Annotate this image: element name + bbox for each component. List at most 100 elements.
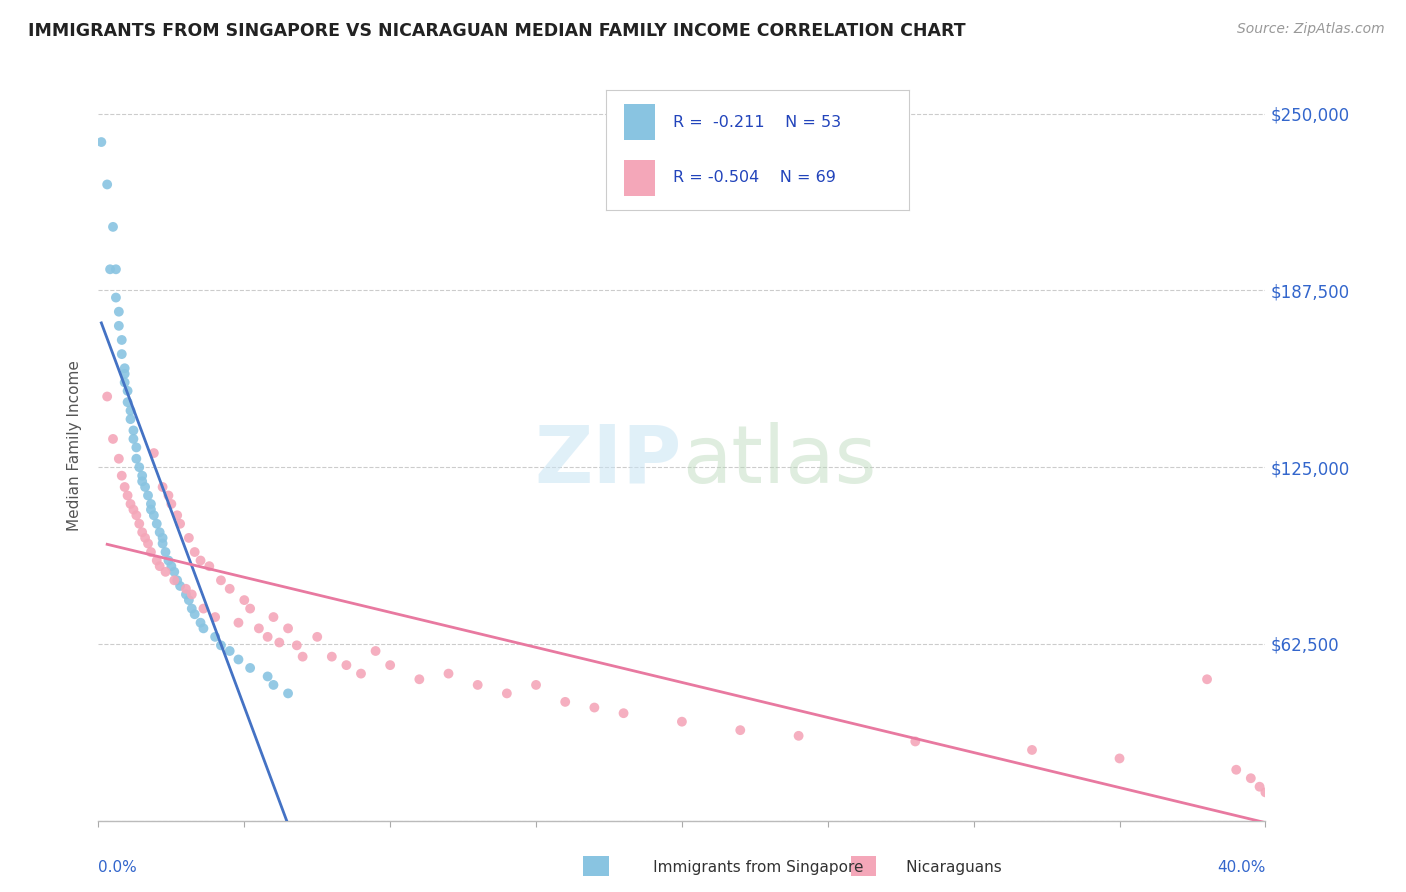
Point xyxy=(125,441,148,455)
Point xyxy=(256,630,278,644)
Point xyxy=(904,734,927,748)
Text: Source: ZipAtlas.com: Source: ZipAtlas.com xyxy=(1237,22,1385,37)
Point xyxy=(291,649,314,664)
Point xyxy=(787,729,810,743)
Point xyxy=(157,488,180,502)
Point xyxy=(285,638,308,652)
Text: 0.0%: 0.0% xyxy=(98,860,138,874)
Point xyxy=(177,531,200,545)
Point xyxy=(321,649,343,664)
Point xyxy=(262,678,284,692)
Point xyxy=(152,536,174,550)
Point xyxy=(1240,771,1263,785)
Point xyxy=(120,497,142,511)
Point xyxy=(134,531,156,545)
Point xyxy=(174,582,197,596)
Point xyxy=(117,384,139,398)
Point xyxy=(155,565,177,579)
Point xyxy=(204,630,226,644)
Point xyxy=(108,318,131,333)
Point xyxy=(134,480,156,494)
Point xyxy=(114,376,136,390)
Point xyxy=(146,553,169,567)
Text: atlas: atlas xyxy=(682,422,876,500)
Text: Immigrants from Singapore: Immigrants from Singapore xyxy=(619,860,863,874)
Point xyxy=(136,536,159,550)
Point xyxy=(131,475,153,489)
Point xyxy=(262,610,284,624)
Point xyxy=(149,559,172,574)
Point xyxy=(152,531,174,545)
Text: 40.0%: 40.0% xyxy=(1218,860,1265,874)
Point xyxy=(218,644,240,658)
Point xyxy=(136,488,159,502)
Point xyxy=(114,480,136,494)
Point xyxy=(1225,763,1247,777)
Point xyxy=(218,582,240,596)
Point xyxy=(228,615,250,630)
Point xyxy=(1021,743,1043,757)
Point xyxy=(256,669,278,683)
Point xyxy=(583,700,606,714)
Point xyxy=(239,601,262,615)
Point xyxy=(139,545,162,559)
Point xyxy=(108,451,131,466)
Point xyxy=(183,607,205,622)
Point xyxy=(364,644,387,658)
Point xyxy=(166,508,188,523)
Point xyxy=(139,502,162,516)
Point xyxy=(169,579,191,593)
Point xyxy=(139,497,162,511)
Point xyxy=(96,390,118,404)
Point xyxy=(209,638,232,652)
Point xyxy=(160,497,183,511)
Point xyxy=(152,480,174,494)
Point xyxy=(131,468,153,483)
Point xyxy=(117,395,139,409)
Point xyxy=(120,412,142,426)
Y-axis label: Median Family Income: Median Family Income xyxy=(67,360,83,532)
Point xyxy=(108,304,131,318)
Point xyxy=(128,460,150,475)
Point xyxy=(128,516,150,531)
Point xyxy=(146,516,169,531)
Point xyxy=(117,488,139,502)
Point xyxy=(122,432,145,446)
Point xyxy=(166,574,188,588)
Point xyxy=(183,545,205,559)
Point xyxy=(247,621,270,635)
Point xyxy=(467,678,489,692)
Point xyxy=(114,367,136,381)
Point xyxy=(169,516,191,531)
Point xyxy=(120,403,142,417)
Point xyxy=(307,630,329,644)
Point xyxy=(104,291,127,305)
Point xyxy=(190,615,212,630)
Point xyxy=(496,686,519,700)
Point xyxy=(1249,780,1271,794)
Point xyxy=(277,686,299,700)
Point xyxy=(180,601,202,615)
Point xyxy=(174,587,197,601)
Point xyxy=(524,678,547,692)
Point xyxy=(163,565,186,579)
Text: ZIP: ZIP xyxy=(534,422,682,500)
Point xyxy=(612,706,634,721)
Point xyxy=(730,723,752,738)
Point xyxy=(193,601,215,615)
Point xyxy=(149,525,172,540)
Point xyxy=(125,508,148,523)
Point xyxy=(190,553,212,567)
Point xyxy=(125,451,148,466)
Point xyxy=(111,468,134,483)
Point xyxy=(228,652,250,666)
Point xyxy=(101,432,124,446)
Point xyxy=(142,446,165,460)
Point xyxy=(408,673,430,687)
Point xyxy=(157,553,180,567)
Point xyxy=(177,593,200,607)
Point xyxy=(98,262,121,277)
Point xyxy=(204,610,226,624)
Point xyxy=(209,574,232,588)
Point xyxy=(671,714,693,729)
